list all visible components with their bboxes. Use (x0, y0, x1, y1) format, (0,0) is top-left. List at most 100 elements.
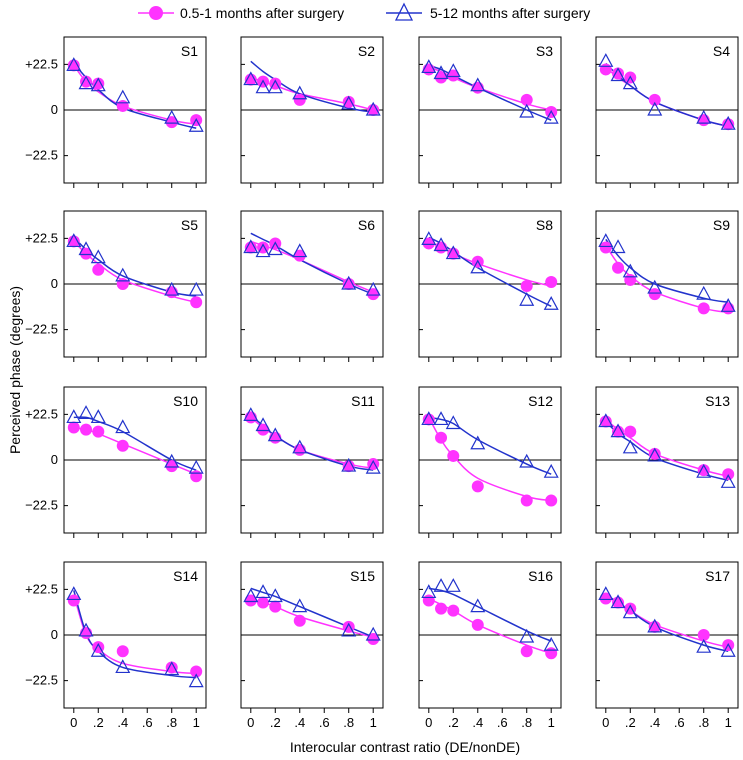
y-tick-label: −22.5 (25, 673, 58, 688)
fit-curve-early (428, 417, 552, 502)
data-point-late (720, 642, 736, 657)
data-point-late (433, 237, 449, 252)
data-point-early (447, 247, 460, 260)
y-tick-label: 0 (51, 102, 58, 117)
data-point-early (367, 633, 380, 646)
data-point-early (116, 645, 129, 658)
data-point-late (610, 67, 626, 82)
data-point-early (422, 237, 435, 250)
data-point-early (92, 77, 105, 90)
y-tick-label: 0 (51, 276, 58, 291)
data-point-early (697, 302, 710, 315)
data-point-early (422, 413, 435, 426)
data-point-late (543, 463, 559, 478)
data-point-late (433, 578, 449, 592)
x-tick-label: 1 (548, 715, 555, 730)
data-point-late (365, 626, 381, 641)
data-point-late (255, 417, 271, 432)
data-point-late (622, 439, 638, 454)
data-point-late (519, 628, 535, 643)
data-point-late (90, 77, 106, 92)
y-tick-label: +22.5 (25, 581, 58, 596)
data-point-early (545, 275, 558, 288)
data-point-early (722, 118, 735, 131)
data-point-late (78, 241, 94, 256)
panel-label: S16 (528, 568, 553, 584)
data-point-late (255, 79, 271, 94)
panel-s4: S4 (595, 36, 739, 188)
data-point-late (188, 117, 204, 132)
data-point-late (188, 459, 204, 474)
data-point-early (520, 93, 533, 106)
data-point-late (164, 453, 180, 468)
data-point-late (292, 85, 308, 100)
data-point-late (255, 243, 271, 258)
data-point-late (341, 457, 357, 472)
data-point-late (164, 281, 180, 296)
fit-curve-early (605, 418, 729, 477)
x-tick-label: 0 (602, 715, 609, 730)
data-point-late (365, 281, 381, 296)
panel-label: S14 (173, 568, 198, 584)
data-point-late (598, 413, 614, 428)
data-point-early (520, 494, 533, 507)
data-point-early (269, 431, 282, 444)
data-point-early (244, 594, 257, 607)
data-point-early (435, 241, 448, 254)
data-point-early (447, 449, 460, 462)
data-point-late (188, 673, 204, 688)
data-point-early (520, 280, 533, 293)
panel-s12: S12 (418, 386, 562, 538)
data-point-late (720, 115, 736, 130)
x-tick-label: 1 (725, 715, 732, 730)
panel-s16: S16 0 .2 .4 .6 .8 1 (418, 561, 562, 730)
y-tick-label: 0 (51, 452, 58, 467)
data-point-late (622, 263, 638, 278)
data-point-late (610, 239, 626, 254)
data-point-early (545, 494, 558, 507)
fit-curve-early (73, 64, 197, 125)
data-point-late (115, 89, 131, 104)
panel-s11: S11 (240, 386, 384, 538)
x-tick-label: .2 (270, 715, 281, 730)
data-point-late (66, 57, 82, 71)
data-point-late (622, 604, 638, 619)
panel-label: S4 (713, 43, 730, 59)
panel-label: S10 (173, 393, 198, 409)
panel-label: S8 (536, 217, 553, 233)
data-point-early (435, 602, 448, 615)
fit-curve-early (250, 76, 374, 111)
data-point-early (612, 425, 625, 438)
data-point-late (66, 233, 82, 248)
data-point-late (243, 407, 259, 421)
panel-label: S2 (358, 43, 375, 59)
data-point-early (165, 661, 178, 674)
data-point-early (367, 104, 380, 116)
data-point-late (720, 298, 736, 312)
data-point-late (445, 245, 461, 260)
data-point-late (115, 267, 131, 282)
y-tick-label: −22.5 (25, 322, 58, 337)
x-tick-label: 0 (70, 715, 77, 730)
data-point-early (422, 63, 435, 76)
x-tick-label: .2 (448, 715, 459, 730)
fit-curve-late (428, 587, 552, 642)
data-point-late (470, 435, 486, 450)
data-point-early (190, 665, 203, 678)
data-point-early (648, 447, 661, 460)
data-point-late (647, 101, 663, 116)
data-point-early (599, 415, 612, 428)
data-point-late (78, 622, 94, 637)
data-point-early (648, 620, 661, 633)
x-tick-label: 1 (370, 715, 377, 730)
data-point-early (67, 235, 80, 248)
y-tick-label: +22.5 (25, 406, 58, 421)
data-point-late (292, 439, 308, 454)
data-point-late (365, 459, 381, 474)
x-tick-label: 0 (425, 715, 432, 730)
data-point-late (243, 588, 259, 603)
panel-s15: S15 0 .2 .4 .6 .8 1 (240, 561, 384, 730)
data-point-early (612, 261, 625, 274)
legend-label-early: 0.5-1 months after surgery (180, 5, 344, 21)
